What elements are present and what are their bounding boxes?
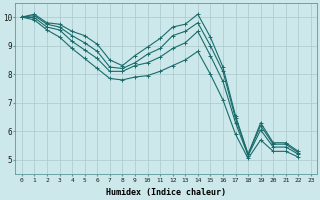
X-axis label: Humidex (Indice chaleur): Humidex (Indice chaleur) [106,188,226,197]
